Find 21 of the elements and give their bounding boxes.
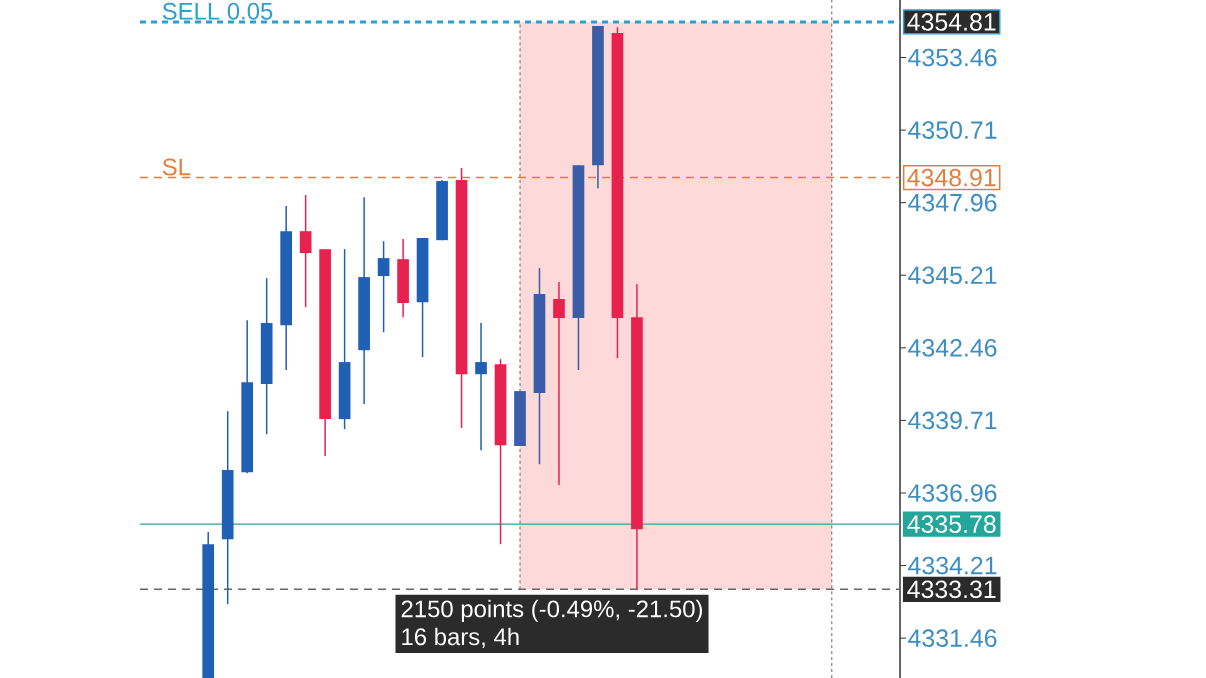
y-tick-label: 4334.21 [908, 556, 997, 575]
candlestick [553, 281, 565, 486]
candlestick [299, 194, 312, 308]
ref-line-label: SL [162, 158, 191, 176]
y-tick-label: 4347.96 [908, 193, 997, 212]
text: 4333.31 [907, 580, 996, 599]
y-tick-label: 4339.71 [908, 411, 997, 430]
y-tick-label: 4345.21 [908, 266, 997, 285]
y-tick-label: 4350.71 [908, 121, 997, 139]
candlestick [475, 322, 487, 451]
text: 4335.78 [907, 515, 996, 533]
candlestick [377, 240, 390, 334]
y-tick-label: 4353.46 [908, 48, 997, 67]
y-tick-label: 4342.46 [908, 339, 997, 357]
y-tick-label: 4331.46 [908, 629, 997, 647]
text: 4348.91 [907, 168, 996, 187]
text: 4354.81 [907, 13, 996, 31]
y-tick-label: 4336.96 [908, 484, 997, 502]
annotation: 2150 points (-0.49%, -21.50) [401, 599, 702, 623]
annotation: 16 bars, 4h [402, 627, 519, 649]
ref-line-label: SELL 0.05 [162, 2, 273, 20]
